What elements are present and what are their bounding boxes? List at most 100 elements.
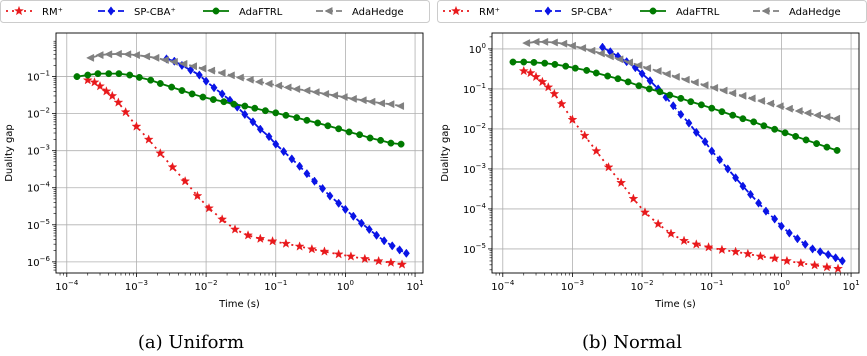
- marker-star: [640, 207, 650, 217]
- marker-star: [217, 214, 228, 224]
- series-1: [163, 54, 410, 258]
- x-tick-exponent: 1: [419, 279, 423, 287]
- marker-diamond: [396, 245, 404, 255]
- marker-circle: [833, 146, 841, 154]
- marker-star: [397, 259, 407, 269]
- marker-triangle: [274, 81, 283, 90]
- x-tick-exponent: −1: [277, 279, 287, 287]
- axes-frame: [55, 32, 424, 274]
- y-tick-base: 10: [27, 110, 40, 121]
- marker-circle: [729, 111, 737, 119]
- marker-triangle: [719, 86, 728, 95]
- marker-circle: [261, 107, 269, 115]
- marker-triangle: [662, 70, 671, 79]
- marker-circle: [115, 70, 123, 78]
- marker-circle: [509, 58, 517, 66]
- marker-triangle: [728, 89, 737, 98]
- marker-circle: [583, 66, 591, 74]
- x-tick-exponent: 0: [786, 279, 790, 287]
- marker-star: [742, 248, 753, 259]
- marker-diamond: [762, 206, 770, 216]
- marker-circle: [592, 69, 600, 77]
- y-tick-label: 10−1: [463, 82, 486, 96]
- marker-circle: [750, 118, 758, 126]
- marker-diamond: [739, 181, 747, 191]
- y-axis-label: Duality gap: [4, 124, 15, 182]
- x-tick-exponent: −4: [68, 279, 79, 287]
- legend: RM⁺ SP-CBA⁺ AdaFTRL AdaHedge: [0, 0, 430, 23]
- marker-diamond: [311, 176, 318, 186]
- marker-triangle: [245, 75, 254, 84]
- panel-caption: (b) Normal: [582, 332, 682, 353]
- marker-triangle: [142, 52, 151, 61]
- marker-triangle: [671, 72, 680, 81]
- marker-diamond: [265, 131, 273, 142]
- marker-diamond: [107, 6, 115, 16]
- marker-triangle: [348, 94, 357, 103]
- series-layer: [73, 49, 410, 269]
- x-tick-base: 10: [337, 282, 350, 293]
- series-line: [526, 40, 837, 120]
- marker-triangle: [587, 46, 596, 55]
- marker-diamond: [226, 95, 234, 105]
- y-axis-label: Duality gap: [440, 124, 451, 182]
- marker-triangle: [311, 88, 320, 97]
- marker-circle: [147, 76, 155, 84]
- marker-star: [345, 251, 356, 261]
- marker-triangle: [330, 91, 339, 100]
- y-tick-base: 10: [463, 245, 476, 256]
- marker-triangle: [339, 93, 348, 102]
- marker-diamond: [755, 198, 763, 208]
- marker-star: [628, 193, 639, 203]
- marker-triangle: [169, 57, 178, 66]
- x-tick-exponent: 0: [350, 279, 354, 287]
- marker-triangle: [549, 38, 558, 47]
- marker-triangle: [367, 97, 376, 106]
- marker-diamond: [280, 146, 288, 157]
- legend-entry-1: SP-CBA⁺: [98, 6, 176, 18]
- y-tick-exponent: −1: [476, 82, 486, 90]
- marker-circle: [156, 80, 164, 87]
- marker-star: [155, 148, 166, 158]
- legend: RM⁺ SP-CBA⁺ AdaFTRL AdaHedge: [437, 0, 867, 23]
- marker-star: [306, 243, 317, 254]
- marker-triangle: [217, 68, 226, 77]
- y-tick-label: 10−3: [463, 162, 486, 176]
- x-tick-label: 10−3: [125, 279, 148, 293]
- y-tick-label: 10−4: [463, 202, 487, 216]
- marker-star: [230, 224, 240, 234]
- marker-triangle: [681, 75, 690, 84]
- marker-triangle: [624, 58, 633, 67]
- marker-triangle: [264, 79, 273, 88]
- marker-circle: [571, 64, 579, 72]
- y-tick-exponent: −4: [476, 202, 487, 210]
- marker-circle: [293, 114, 301, 122]
- marker-diamond: [241, 109, 249, 120]
- marker-triangle: [578, 44, 587, 53]
- x-tick-base: 10: [125, 282, 138, 293]
- marker-triangle: [131, 51, 140, 60]
- y-tick-base: 10: [27, 258, 40, 269]
- marker-triangle: [302, 86, 311, 95]
- legend-label: AdaFTRL: [676, 7, 720, 18]
- marker-triangle: [86, 53, 95, 62]
- marker-star: [591, 145, 602, 156]
- y-tick-exponent: −2: [40, 107, 50, 115]
- marker-star: [666, 228, 676, 238]
- marker-triangle: [198, 64, 207, 73]
- marker-star: [204, 203, 214, 213]
- marker-diamond: [777, 221, 785, 231]
- marker-triangle: [596, 49, 605, 58]
- legend-label: RM⁺: [42, 7, 63, 18]
- y-tick-exponent: −5: [476, 242, 486, 250]
- marker-circle: [541, 59, 549, 67]
- marker-diamond: [771, 214, 779, 224]
- marker-circle: [178, 87, 186, 94]
- x-tick-exponent: −1: [713, 279, 723, 287]
- marker-circle: [84, 71, 92, 79]
- x-tick-base: 10: [195, 282, 208, 293]
- y-tick-base: 10: [463, 165, 476, 176]
- x-tick-base: 10: [561, 282, 574, 293]
- marker-star: [82, 74, 93, 85]
- marker-triangle: [559, 39, 568, 48]
